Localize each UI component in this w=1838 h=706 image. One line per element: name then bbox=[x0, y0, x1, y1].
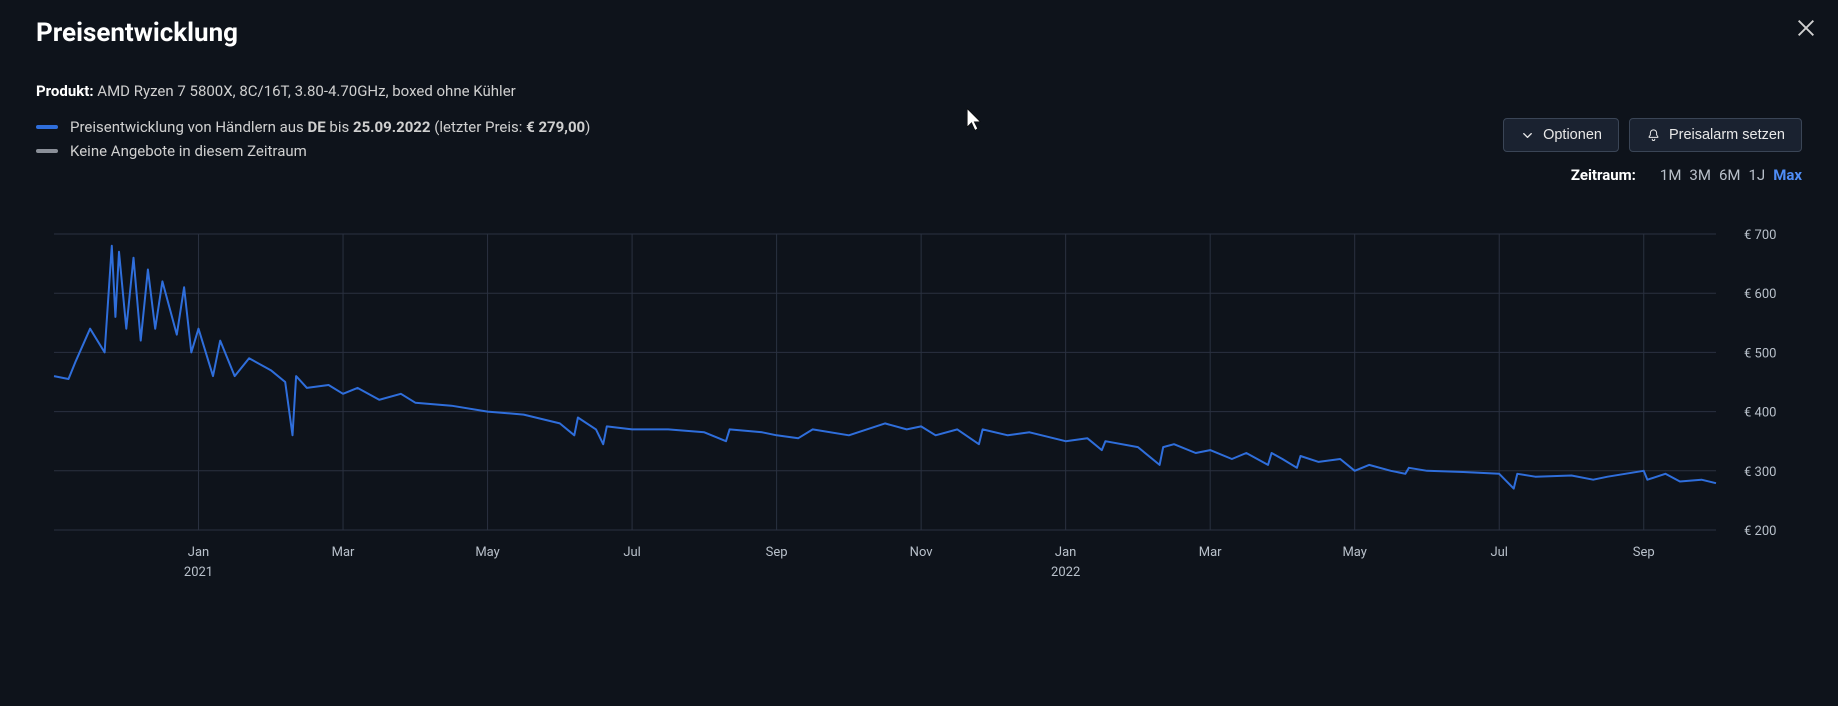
product-line: Produkt: AMD Ryzen 7 5800X, 8C/16T, 3.80… bbox=[36, 82, 1802, 100]
product-label: Produkt: bbox=[36, 82, 94, 100]
legend-item-nooffer: Keine Angebote in diesem Zeitraum bbox=[36, 142, 590, 160]
bell-icon bbox=[1646, 128, 1661, 143]
timeframe-option-1j[interactable]: 1J bbox=[1748, 166, 1765, 184]
svg-text:Jul: Jul bbox=[623, 545, 641, 560]
svg-text:Jan: Jan bbox=[188, 545, 209, 560]
legend-swatch-nooffer bbox=[36, 149, 58, 153]
timeframe-option-1m[interactable]: 1M bbox=[1660, 166, 1682, 184]
options-label: Optionen bbox=[1543, 127, 1602, 143]
svg-text:€ 500: € 500 bbox=[1744, 346, 1776, 361]
svg-text:2022: 2022 bbox=[1051, 565, 1080, 580]
svg-text:2021: 2021 bbox=[184, 565, 213, 580]
close-button[interactable] bbox=[1792, 14, 1820, 42]
timeframe-option-max[interactable]: Max bbox=[1773, 166, 1802, 184]
price-alarm-label: Preisalarm setzen bbox=[1669, 127, 1785, 143]
close-icon bbox=[1795, 17, 1817, 39]
price-chart[interactable]: € 200 € 300 € 400 € 500 € 600 € 700 Jan Mar May J… bbox=[36, 214, 1796, 624]
svg-text:Jan: Jan bbox=[1055, 545, 1076, 560]
timeframe-option-6m[interactable]: 6M bbox=[1719, 166, 1741, 184]
product-name: AMD Ryzen 7 5800X, 8C/16T, 3.80-4.70GHz,… bbox=[97, 82, 515, 100]
svg-text:€ 200: € 200 bbox=[1744, 524, 1776, 539]
svg-text:€ 700: € 700 bbox=[1744, 228, 1776, 243]
svg-text:May: May bbox=[1342, 545, 1366, 560]
svg-text:€ 300: € 300 bbox=[1744, 465, 1776, 480]
svg-text:€ 400: € 400 bbox=[1744, 406, 1776, 421]
svg-text:Sep: Sep bbox=[1633, 545, 1655, 560]
page-title: Preisentwicklung bbox=[36, 18, 1802, 48]
timeframe-option-3m[interactable]: 3M bbox=[1689, 166, 1711, 184]
svg-text:Nov: Nov bbox=[910, 545, 934, 560]
chevron-down-icon bbox=[1520, 128, 1535, 143]
legend-item-price: Preisentwicklung von Händlern aus DE bis… bbox=[36, 118, 590, 136]
svg-text:Jul: Jul bbox=[1490, 545, 1508, 560]
svg-text:May: May bbox=[475, 545, 499, 560]
legend-swatch-price bbox=[36, 125, 58, 129]
svg-text:Mar: Mar bbox=[1199, 545, 1222, 560]
legend-text-nooffer: Keine Angebote in diesem Zeitraum bbox=[70, 142, 307, 160]
timeframe-label: Zeitraum: bbox=[1571, 166, 1636, 184]
options-button[interactable]: Optionen bbox=[1503, 118, 1619, 152]
svg-text:Mar: Mar bbox=[332, 545, 355, 560]
svg-text:Sep: Sep bbox=[766, 545, 788, 560]
svg-text:€ 600: € 600 bbox=[1744, 287, 1776, 302]
chart-legend: Preisentwicklung von Händlern aus DE bis… bbox=[36, 118, 590, 160]
legend-text-price: Preisentwicklung von Händlern aus DE bis… bbox=[70, 118, 590, 136]
timeframe-selector: Zeitraum: 1M 3M 6M 1J Max bbox=[1571, 166, 1802, 184]
price-alarm-button[interactable]: Preisalarm setzen bbox=[1629, 118, 1802, 152]
